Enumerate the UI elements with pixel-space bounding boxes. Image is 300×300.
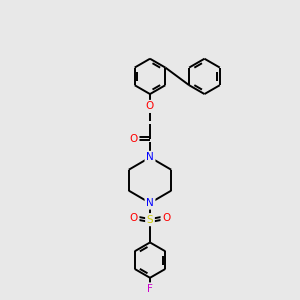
Text: S: S bbox=[147, 214, 153, 225]
Text: N: N bbox=[146, 152, 154, 162]
Text: O: O bbox=[162, 213, 170, 223]
Text: F: F bbox=[147, 284, 153, 294]
Text: O: O bbox=[130, 213, 138, 223]
Text: O: O bbox=[130, 134, 138, 144]
Text: O: O bbox=[146, 101, 154, 111]
Text: N: N bbox=[146, 198, 154, 208]
